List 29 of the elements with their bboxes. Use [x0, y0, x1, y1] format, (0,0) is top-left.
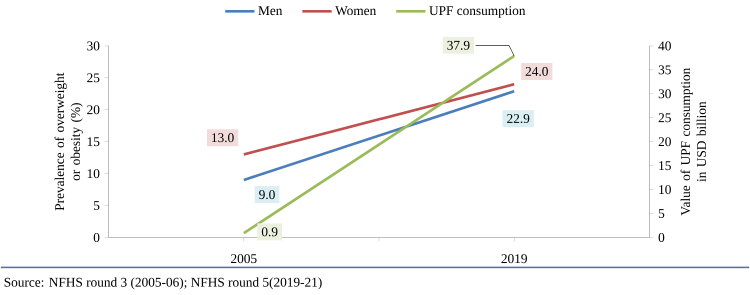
y-tick-label: 25 — [87, 73, 100, 82]
y2-tick-label: 0 — [658, 232, 664, 242]
y2-axis-title: Value of UPF consumption in USD billion — [680, 68, 706, 216]
y2-tick-label: 5 — [658, 208, 664, 218]
x-tick-label: 2019 — [501, 254, 527, 263]
y2-tick-label: 15 — [659, 161, 671, 170]
y2-tick-label: 40 — [658, 41, 671, 50]
y-tick-label: 0 — [94, 232, 100, 242]
y-tick-label: 10 — [88, 168, 100, 178]
y2-tick-label: 35 — [658, 65, 671, 74]
data-label: 22.9 — [507, 114, 530, 123]
source-note: Source: NFHS round 3 (2005-06); NFHS round 5(2019-21) — [4, 277, 322, 290]
y2-tick-label: 20 — [658, 137, 671, 146]
data-label: 13.0 — [212, 133, 234, 142]
y-axis-title: Prevalence of overweight or obesity (%) — [54, 72, 83, 210]
x-tick-label: 2005 — [231, 254, 257, 263]
legend-label: Men — [258, 6, 282, 15]
data-label: 24.0 — [526, 66, 548, 76]
y-tick-label: 20 — [87, 105, 100, 114]
y2-tick-label: 25 — [658, 113, 671, 122]
y-tick-label: 15 — [88, 137, 100, 146]
data-label: 37.9 — [447, 40, 470, 50]
data-label: 9.0 — [259, 190, 275, 199]
y-tick-label: 5 — [94, 200, 100, 210]
legend-label: Women — [335, 6, 376, 15]
y-tick-label: 30 — [87, 41, 100, 50]
legend-label: UPF consumption — [429, 6, 526, 18]
y2-tick-label: 30 — [658, 89, 671, 98]
y2-tick-label: 10 — [659, 184, 671, 194]
